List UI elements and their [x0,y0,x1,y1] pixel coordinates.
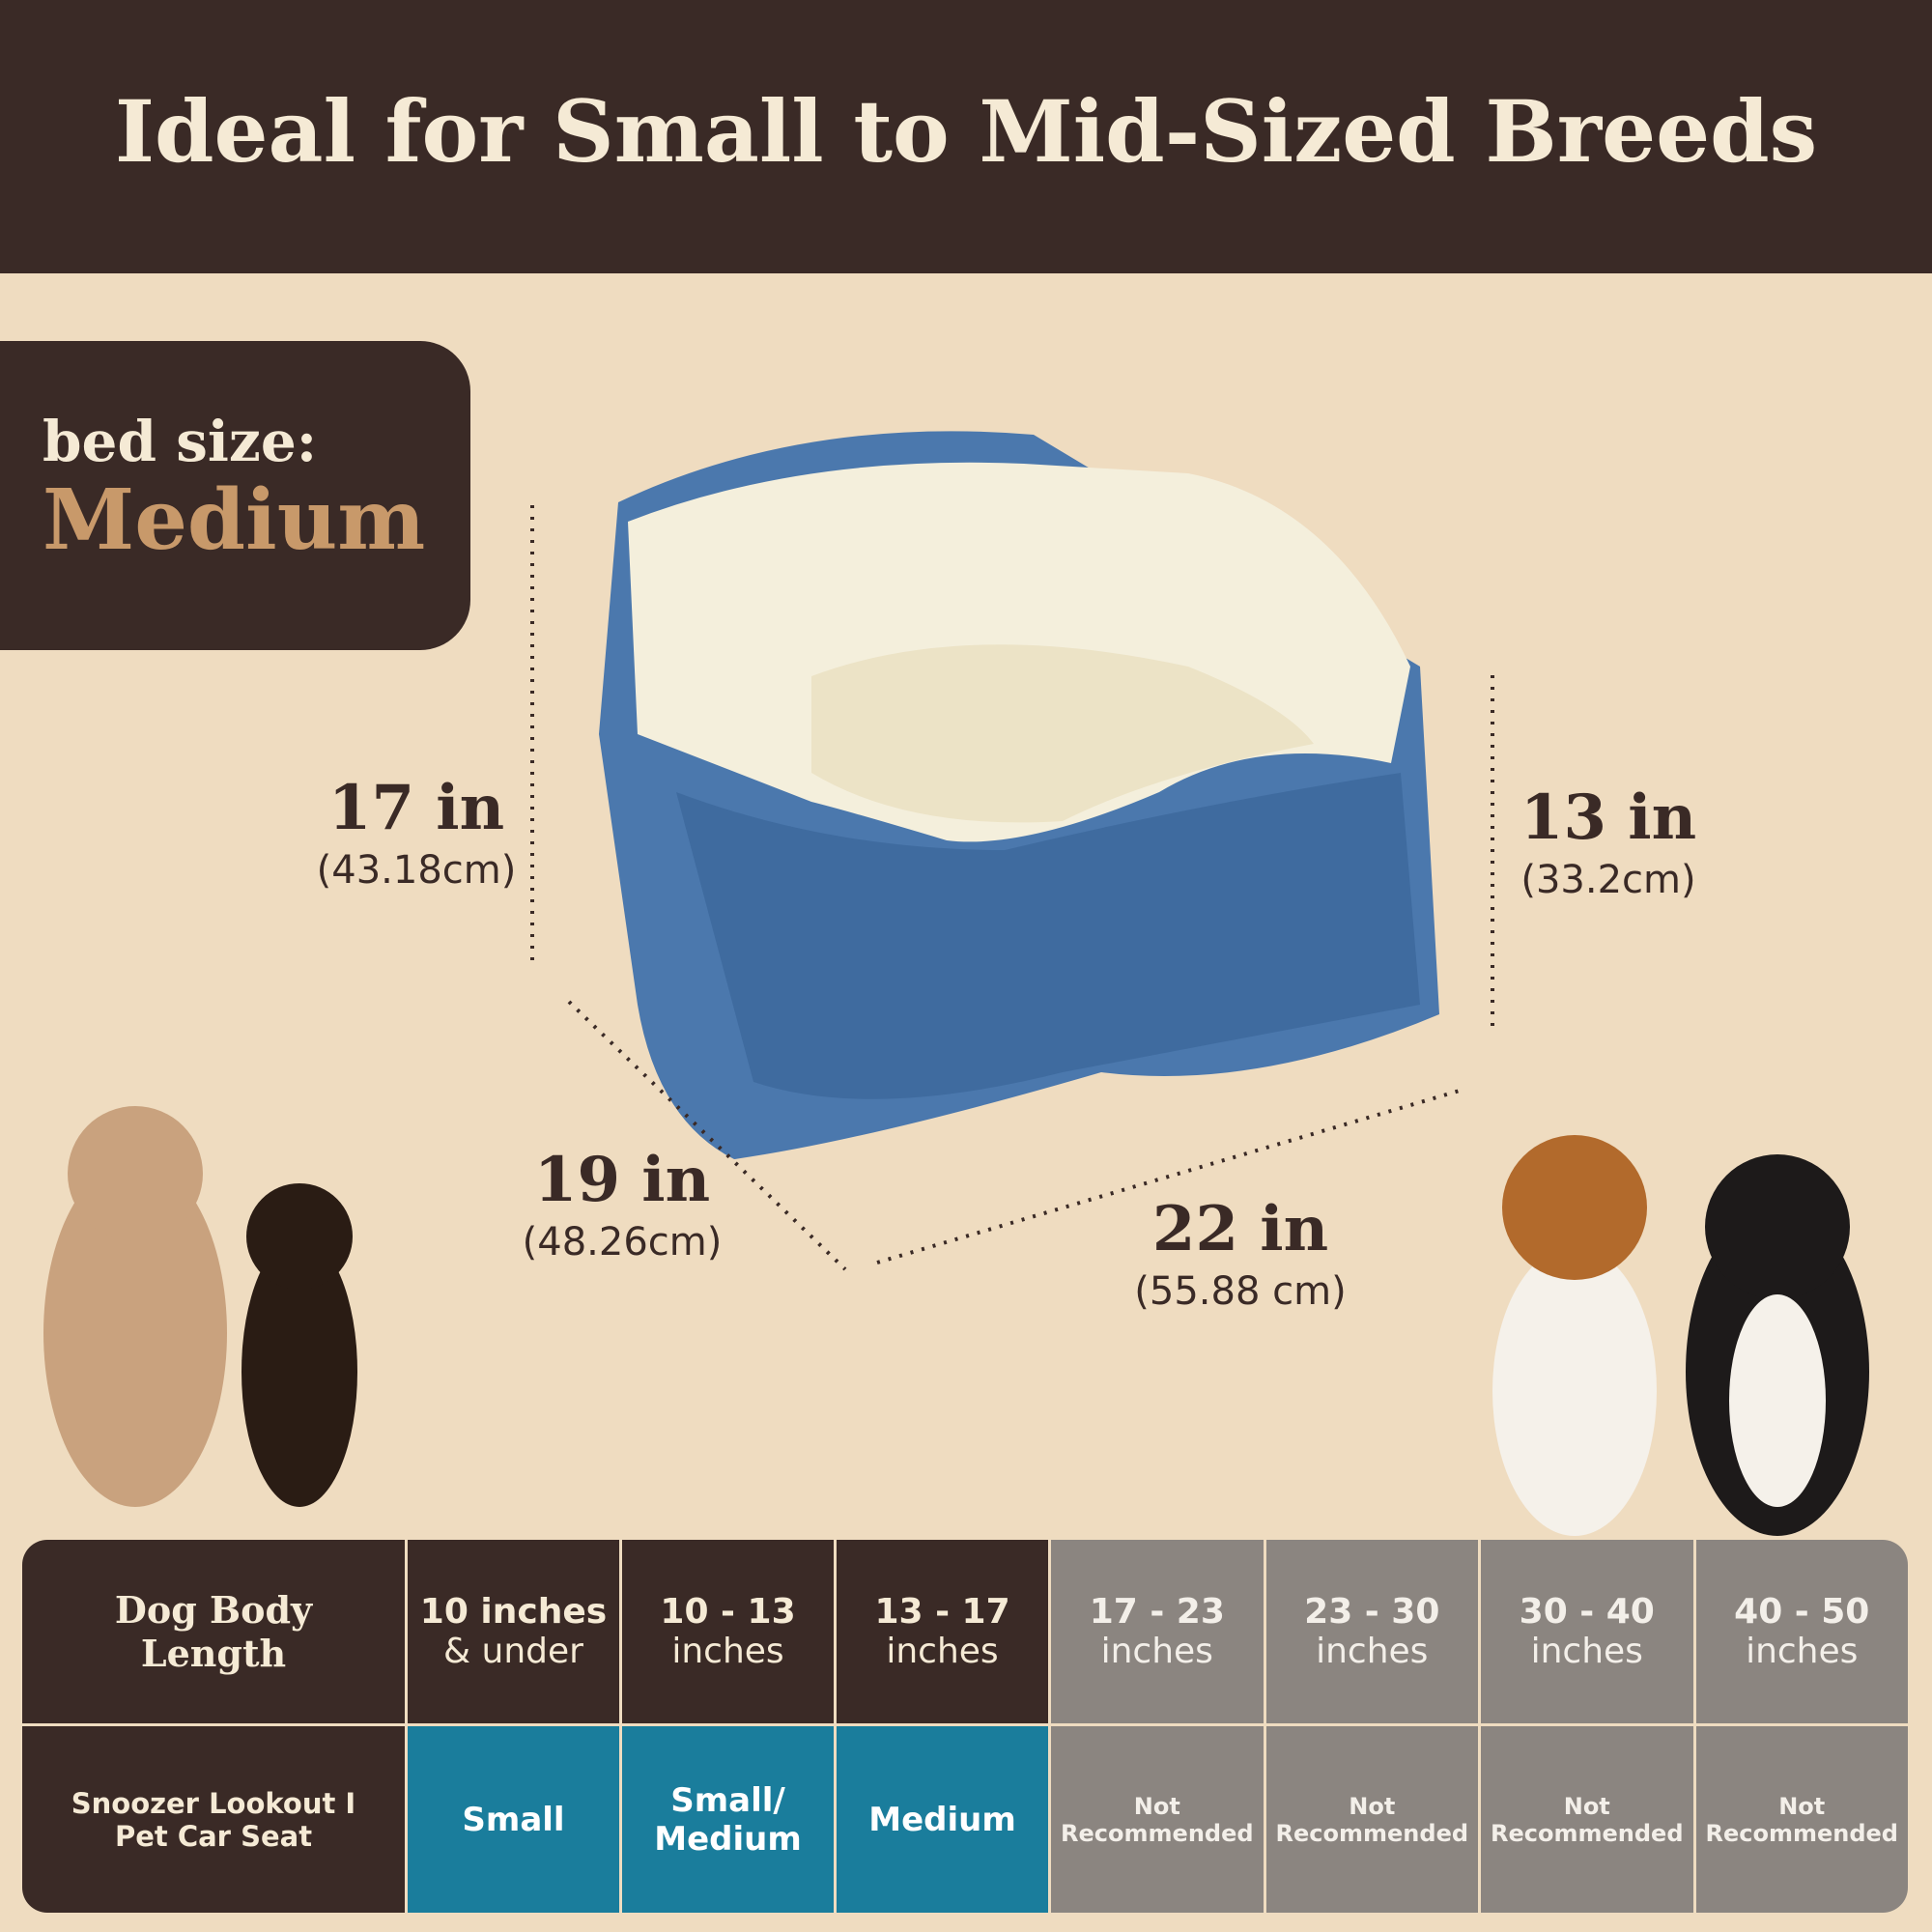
size-badge [0,341,470,650]
table-cell: 40 - 50 inches [1695,1540,1908,1723]
dim-height-left: 17 in (43.18cm) [262,772,571,893]
header-bar [0,0,1932,273]
length-unit: inches [886,1632,999,1671]
table-cell: 23 - 30 inches [1265,1540,1479,1723]
badge-size: Medium [43,471,426,569]
row-label-cell: Snoozer Lookout I Pet Car Seat [22,1726,405,1913]
size-recommendation: Not Recommended [1491,1792,1684,1847]
table-cell: Not Recommended [1695,1726,1908,1913]
table-cell: Not Recommended [1051,1726,1264,1913]
dimension-arrows [530,505,1494,1271]
table-cell: 30 - 40 inches [1481,1540,1693,1723]
dim-value: 22 in [1151,1193,1329,1265]
size-recommendation: Not Recommended [1275,1792,1469,1847]
badge-label: bed size: [43,409,318,474]
dim-height-right: 13 in (33.2cm) [1454,781,1763,902]
table-cell: Small/ Medium [622,1726,835,1913]
size-recommendation: Small [462,1800,565,1839]
table-cell: 10 inches & under [408,1540,620,1723]
dim-width: 22 in (55.88 cm) [1086,1193,1395,1314]
size-table: Dog Body Length 10 inches & under 10 - 13 in… [22,1540,1908,1913]
illustration [43,431,1869,1536]
length-unit: inches [1746,1632,1859,1671]
dim-metric: (43.18cm) [316,848,517,893]
length-unit: inches [1316,1632,1429,1671]
dim-metric: (48.26cm) [522,1220,723,1264]
bed-drawing [599,431,1439,1159]
dim-value: 13 in [1520,781,1697,854]
table-cell: Not Recommended [1265,1726,1479,1913]
size-recommendation: Not Recommended [1061,1792,1254,1847]
title: Ideal for Small to Mid-Sized Breeds [114,81,1818,182]
dim-metric: (33.2cm) [1520,858,1696,902]
size-recommendation: Medium [868,1800,1016,1839]
length-unit: & under [443,1632,583,1671]
length-unit: inches [1530,1632,1643,1671]
table-cell: 10 - 13 inches [622,1540,835,1723]
dim-depth: 19 in (48.26cm) [468,1144,777,1264]
dim-value: 19 in [533,1144,711,1216]
row-label: Dog Body Length [114,1588,313,1675]
length-unit: inches [671,1632,784,1671]
dog-figures [43,1106,1869,1536]
length-range: 10 inches [419,1592,608,1632]
length-range: 23 - 30 [1304,1592,1440,1632]
table-cell: 17 - 23 inches [1051,1540,1264,1723]
table-cell: Medium [837,1726,1049,1913]
length-range: 30 - 40 [1519,1592,1655,1632]
dim-metric: (55.88 cm) [1134,1269,1347,1314]
length-range: 17 - 23 [1089,1592,1225,1632]
length-range: 13 - 17 [874,1592,1010,1632]
table-cell: Not Recommended [1481,1726,1693,1913]
row-label: Snoozer Lookout I Pet Car Seat [71,1786,356,1853]
size-recommendation: Small/ Medium [654,1780,802,1859]
table-cell: Small [408,1726,620,1913]
table-cell: 13 - 17 inches [837,1540,1049,1723]
size-recommendation: Not Recommended [1705,1792,1899,1847]
length-range: 40 - 50 [1734,1592,1870,1632]
length-range: 10 - 13 [660,1592,796,1632]
dim-value: 17 in [327,772,505,844]
row-label-cell: Dog Body Length [22,1540,405,1723]
length-unit: inches [1100,1632,1213,1671]
